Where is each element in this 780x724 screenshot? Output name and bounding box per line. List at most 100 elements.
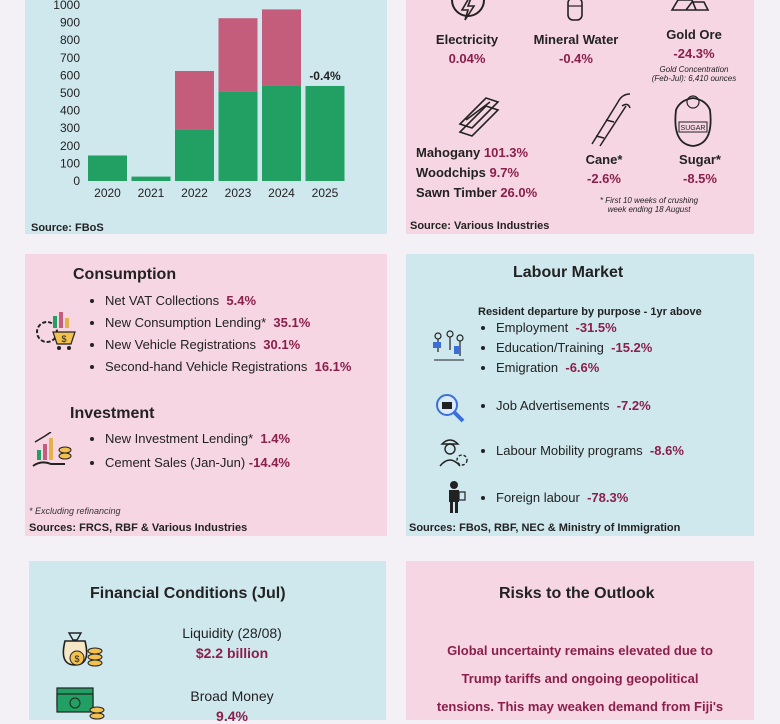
sugarcane-icon <box>586 92 632 148</box>
refinancing-footnote: * Excluding refinancing <box>29 506 121 516</box>
liquidity-value: $2.2 billion <box>195 645 269 661</box>
bar <box>218 18 258 92</box>
departure-people-icon <box>430 328 466 364</box>
bar-chart: 0 100 200 300 400 500 600 700 800 900 1000 2020 2021… <box>53 0 345 200</box>
investment-growth-icon <box>31 432 75 474</box>
job-search-icon <box>434 392 466 424</box>
job-ads-label: Job Advertisements <box>496 398 610 413</box>
net-vat-label: Net VAT Collections <box>105 293 220 308</box>
cane-label: Cane* <box>585 152 623 167</box>
y-tick-label: 800 <box>60 33 80 47</box>
cement-sales-label: Cement Sales (Jan-Jun) <box>105 455 246 470</box>
crushing-note-1: * First 10 weeks of crushing <box>599 196 699 205</box>
cane-value: -2.6% <box>587 171 621 186</box>
financial-conditions-panel: Financial Conditions (Jul) $ Liquidity (… <box>29 561 386 724</box>
second-hand-vehicle-label: Second-hand Vehicle Registrations <box>105 359 308 374</box>
bar <box>175 129 214 181</box>
list-item: Cement Sales (Jan-Jun) -14.4% <box>105 452 290 474</box>
y-tick-label: 400 <box>60 104 80 118</box>
bar <box>262 85 301 181</box>
list-item: Net VAT Collections 5.4% <box>105 290 351 312</box>
new-vehicle-label: New Vehicle Registrations <box>105 337 257 352</box>
data-label: -0.4% <box>309 69 341 83</box>
gold-bars-icon <box>670 0 710 14</box>
job-ads-list: Job Advertisements -7.2% <box>478 395 651 417</box>
investment-list: New Investment Lending* 1.4% Cement Sale… <box>87 428 290 474</box>
emigration-label: Emigration <box>496 360 559 375</box>
mahogany-value: 101.3% <box>483 145 529 160</box>
gold-note-1: Gold Concentration <box>659 65 729 74</box>
gold-note-2: (Feb-Jul): 6,410 ounces <box>651 74 737 83</box>
cash-stack-icon <box>55 684 105 720</box>
broad-money-value: 9.4% <box>216 708 248 724</box>
timber-planks-icon <box>456 94 502 138</box>
mobility-label: Labour Mobility programs <box>496 443 643 458</box>
sawn-timber-label: Sawn Timber <box>416 185 497 200</box>
consumption-title: Consumption <box>73 266 177 283</box>
list-item: Emigration -6.6% <box>496 358 652 378</box>
cement-sales-value: -14.4% <box>248 455 290 470</box>
bar <box>131 176 171 181</box>
labour-title: Labour Market <box>513 264 624 281</box>
bar <box>175 71 214 130</box>
sawn-timber-value: 26.0% <box>500 185 538 200</box>
consumption-lending-value: 35.1% <box>273 315 311 330</box>
y-tick-label: 1000 <box>53 0 80 12</box>
x-tick-label: 2025 <box>312 186 339 200</box>
x-tick-label: 2024 <box>268 186 295 200</box>
foreign-label: Foreign labour <box>496 490 580 505</box>
x-tick-label: 2020 <box>94 186 121 200</box>
consumption-lending-label: New Consumption Lending* <box>105 315 267 330</box>
labour-subtitle: Resident departure by purpose - 1yr abov… <box>478 306 702 318</box>
investment-lending-value: 1.4% <box>260 431 291 446</box>
crushing-note-2: week ending 18 August <box>607 205 691 214</box>
consumption-source: Sources: FRCS, RBF & Various Industries <box>29 522 248 534</box>
y-tick-label: 0 <box>73 174 80 188</box>
mobility-value: -8.6% <box>649 443 684 458</box>
y-tick-label: 600 <box>60 68 80 82</box>
list-item: Education/Training -15.2% <box>496 338 652 358</box>
y-tick-label: 300 <box>60 121 80 135</box>
new-vehicle-value: 30.1% <box>263 337 301 352</box>
bottle-icon <box>564 0 586 22</box>
sugar-label: Sugar* <box>679 152 721 167</box>
woodchips-value: 9.7% <box>489 165 520 180</box>
bar <box>88 155 127 181</box>
bar <box>218 91 258 181</box>
y-tick-label: 700 <box>60 51 80 65</box>
second-hand-vehicle-value: 16.1% <box>314 359 352 374</box>
education-label: Education/Training <box>496 340 604 355</box>
bar <box>305 85 345 181</box>
sawn-timber-row: Sawn Timber 26.0% <box>416 185 537 200</box>
sugar-bag-icon: SUGAR <box>668 92 718 148</box>
industries-source: Source: Various Industries <box>410 220 550 232</box>
education-value: -15.2% <box>611 340 653 355</box>
employment-value: -31.5% <box>575 320 617 335</box>
risks-text: Global uncertainty remains elevated due … <box>416 637 744 721</box>
mahogany-label: Mahogany <box>416 145 481 160</box>
x-tick-label: 2022 <box>181 186 208 200</box>
electricity-value: 0.04% <box>448 51 486 66</box>
foreign-list: Foreign labour -78.3% <box>478 487 628 509</box>
electricity-label: Electricity <box>435 32 499 47</box>
list-item: Foreign labour -78.3% <box>496 487 628 509</box>
worker-gear-icon <box>436 436 470 470</box>
y-tick-label: 500 <box>60 86 80 100</box>
x-tick-label: 2021 <box>138 186 165 200</box>
consumption-list: Net VAT Collections 5.4% New Consumption… <box>87 290 351 378</box>
consumption-investment-panel: Consumption $ Net VAT Collections 5.4% N… <box>25 254 387 536</box>
mobility-list: Labour Mobility programs -8.6% <box>478 440 684 462</box>
gold-value: -24.3% <box>673 46 715 61</box>
svg-text:$: $ <box>74 654 79 664</box>
labour-source: Sources: FBoS, RBF, NEC & Ministry of Im… <box>409 522 681 534</box>
labour-market-panel: Labour Market Resident departure by purp… <box>406 254 754 536</box>
departures-list: Employment -31.5% Education/Training -15… <box>478 318 652 378</box>
sugar-bag-text: SUGAR <box>681 125 706 132</box>
broad-money-label: Broad Money <box>190 688 274 704</box>
chart-source: Source: FBoS <box>31 222 104 234</box>
employment-label: Employment <box>496 320 569 335</box>
risks-panel: Risks to the Outlook Global uncertainty … <box>406 561 754 720</box>
water-label: Mineral Water <box>533 32 619 47</box>
water-value: -0.4% <box>559 51 593 66</box>
mahogany-row: Mahogany 101.3% <box>416 145 528 160</box>
